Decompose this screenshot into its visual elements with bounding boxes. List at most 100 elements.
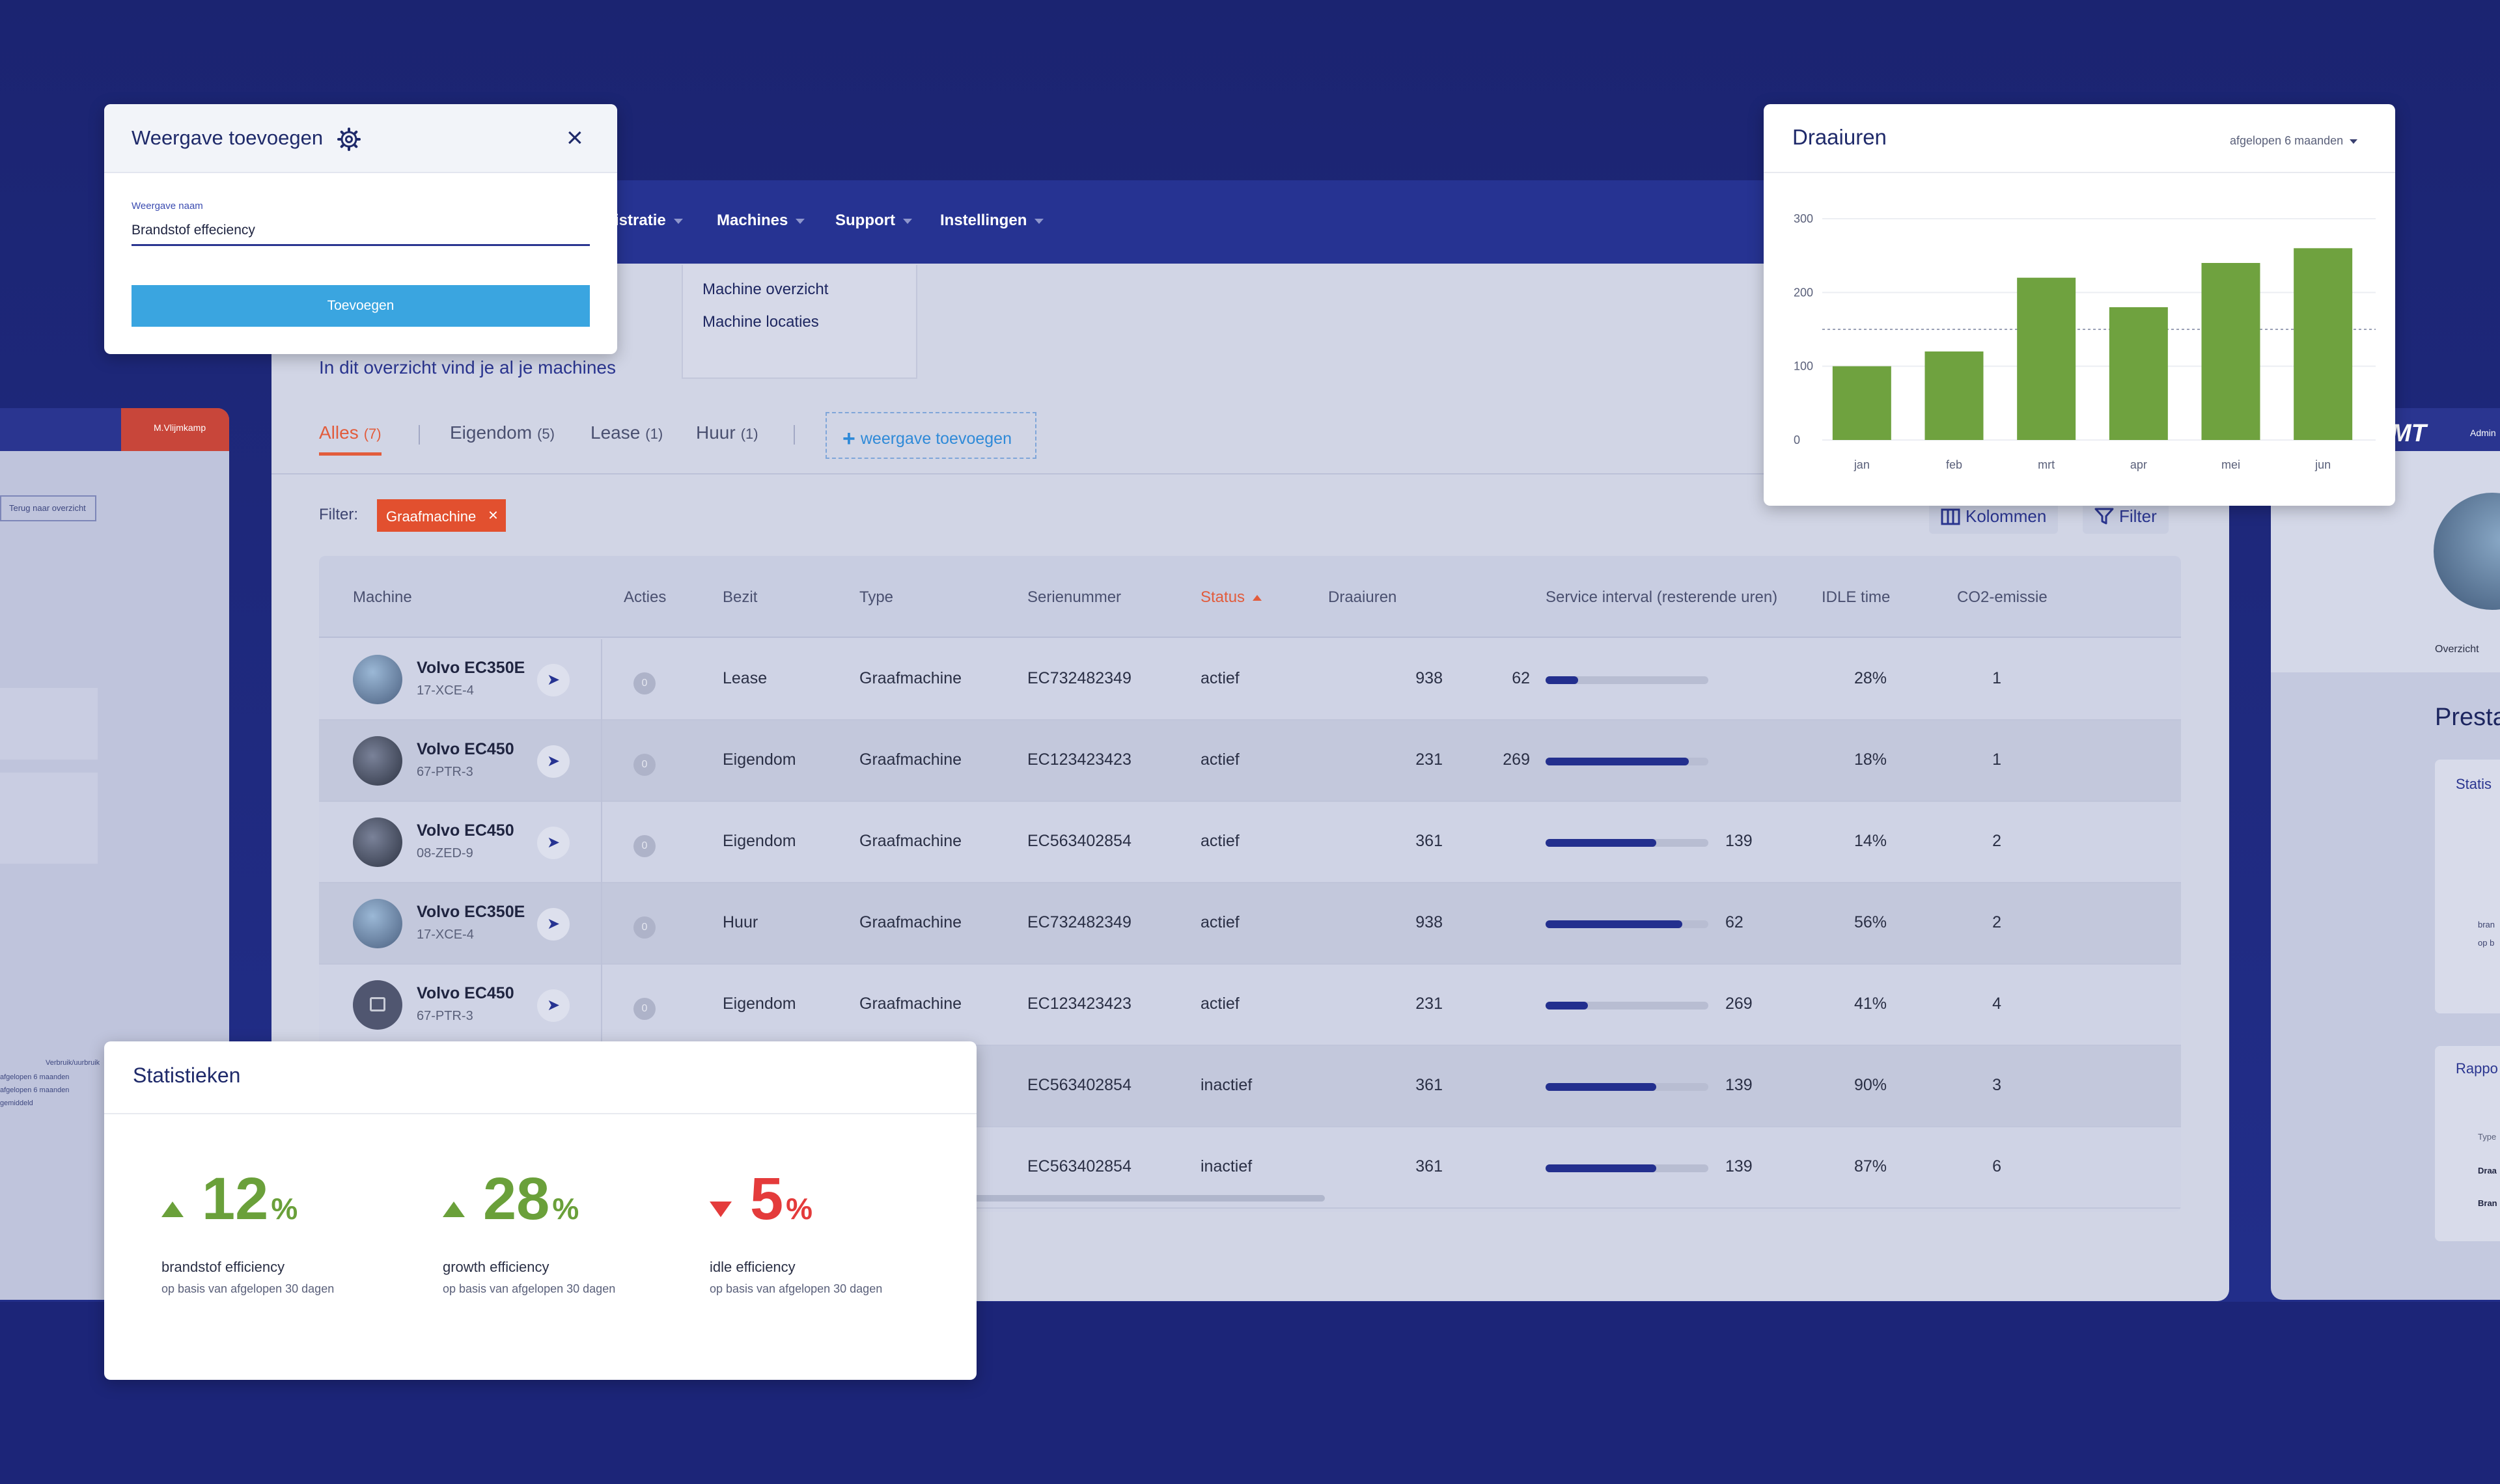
machine-id: 67-PTR-3 <box>417 1009 473 1023</box>
hours-cell: 361 <box>1415 1076 1443 1094</box>
actions-badge[interactable]: 0 <box>633 754 656 776</box>
ghost-card-text: op b <box>2478 938 2495 948</box>
table-row[interactable]: EC563402854 inactief 361 139 87% 6 <box>319 1127 2181 1209</box>
stat-value: 12 <box>202 1166 269 1232</box>
tab-eigendom[interactable]: Eigendom (5) <box>450 422 555 443</box>
actions-badge[interactable]: 0 <box>633 835 656 857</box>
table-header: Machine Acties Bezit Type Serienummer St… <box>319 556 2181 638</box>
machine-id: 17-XCE-4 <box>417 683 474 698</box>
tab-alles[interactable]: Alles (7) <box>319 422 382 456</box>
table-row[interactable]: Volvo EC450 67-PTR-3 ➤ 0 Eigendom Graafmachin… <box>319 721 2181 802</box>
close-icon[interactable]: × <box>566 122 583 154</box>
menu-item-machine-locaties[interactable]: Machine locaties <box>702 313 819 331</box>
view-name-input[interactable]: Brandstof effeciency <box>132 215 590 246</box>
type-cell: Graafmachine <box>859 995 962 1013</box>
column-header[interactable]: Draaiuren <box>1328 588 1397 606</box>
dialog-header <box>104 104 617 173</box>
table-row[interactable]: Volvo EC350E 17-XCE-4 ➤ 0 Huur Graafmachine EC… <box>319 883 2181 965</box>
service-interval-bar <box>1546 839 1708 847</box>
columns-icon <box>1941 508 1960 525</box>
machine-name[interactable]: Volvo EC350E <box>417 903 525 921</box>
navigation-arrow-icon[interactable]: ➤ <box>537 827 570 859</box>
tab-count: (7) <box>363 426 382 442</box>
menu-item-machine-overzicht[interactable]: Machine overzicht <box>702 281 829 298</box>
machine-thumbnail <box>353 655 402 704</box>
ownership-cell: Eigendom <box>723 995 796 1013</box>
machine-thumbnail <box>353 980 402 1030</box>
navigation-arrow-icon[interactable]: ➤ <box>537 745 570 778</box>
horizontal-scrollbar[interactable] <box>923 1195 1325 1202</box>
service-interval-value: 269 <box>1503 750 1530 769</box>
nav-item-instellingen[interactable]: Instellingen <box>940 212 1044 230</box>
ghost-stats-card <box>2435 760 2500 1013</box>
gear-icon[interactable] <box>336 126 362 152</box>
ghost-card-title: Rappo <box>2456 1060 2498 1077</box>
column-header[interactable]: Machine <box>353 588 412 606</box>
add-button[interactable]: Toevoegen <box>132 285 590 327</box>
navigation-arrow-icon[interactable]: ➤ <box>537 664 570 696</box>
add-view-button[interactable]: + weergave toevoegen <box>826 412 1036 459</box>
ghost-option: afgelopen 6 maanden <box>0 1086 70 1094</box>
actions-badge[interactable]: 0 <box>633 672 656 694</box>
ghost-admin: Admin <box>2470 428 2496 438</box>
machine-name[interactable]: Volvo EC350E <box>417 659 525 677</box>
stat-unit: % <box>271 1192 298 1226</box>
nav-item-machines[interactable]: Machines <box>717 212 805 230</box>
divider <box>1764 172 2395 173</box>
tab-huur[interactable]: Huur (1) <box>696 422 758 443</box>
type-cell: Graafmachine <box>859 750 962 769</box>
actions-badge[interactable]: 0 <box>633 916 656 939</box>
serial-cell: EC563402854 <box>1027 1157 1132 1175</box>
bar <box>2294 248 2353 440</box>
column-header[interactable]: Acties <box>624 588 667 606</box>
machine-name[interactable]: Volvo EC450 <box>417 740 514 758</box>
navigation-arrow-icon[interactable]: ➤ <box>537 989 570 1022</box>
divider <box>104 1113 977 1114</box>
stat-label: growth efficiency <box>443 1259 549 1275</box>
column-header[interactable]: Serienummer <box>1027 588 1122 606</box>
column-header-status[interactable]: Status <box>1201 588 1262 607</box>
ghost-back-button: Terug naar overzicht <box>0 495 96 521</box>
column-header[interactable]: IDLE time <box>1822 588 1891 606</box>
actions-badge[interactable]: 0 <box>633 998 656 1020</box>
x-tick-label: mei <box>2221 458 2240 471</box>
table-row[interactable]: Volvo EC450 67-PTR-3 ➤ 0 Eigendom Graafmachin… <box>319 965 2181 1046</box>
x-tick-label: apr <box>2130 458 2147 471</box>
column-header[interactable]: Type <box>859 588 894 606</box>
period-select[interactable]: afgelopen 6 maanden <box>2230 134 2358 148</box>
column-divider <box>601 802 602 883</box>
column-header[interactable]: Service interval (resterende uren) <box>1546 588 1778 606</box>
ghost-user: M.Vlijmkamp <box>121 408 229 451</box>
y-tick-label: 100 <box>1794 360 1813 373</box>
machine-id: 67-PTR-3 <box>417 765 473 779</box>
ghost-topbar: M.Vlijmkamp <box>0 408 229 451</box>
tab-lease[interactable]: Lease (1) <box>590 422 663 443</box>
stat-unit: % <box>786 1192 813 1226</box>
x-tick-label: feb <box>1946 458 1962 471</box>
column-header[interactable]: CO2-emissie <box>1957 588 2048 606</box>
machine-name[interactable]: Volvo EC450 <box>417 984 514 1002</box>
nav-item-support[interactable]: Support <box>835 212 912 230</box>
nav-item-administratie[interactable]: istratie <box>615 212 683 230</box>
table-row[interactable]: Volvo EC350E 17-XCE-4 ➤ 0 Lease Graafmachine E… <box>319 639 2181 721</box>
plus-icon: + <box>842 426 855 451</box>
filter-chip-label: Graafmachine <box>386 508 477 525</box>
stat-label: brandstof efficiency <box>161 1259 285 1275</box>
table-row[interactable]: Volvo EC450 08-ZED-9 ➤ 0 Eigendom Graafmachin… <box>319 802 2181 883</box>
card-title: Statistieken <box>133 1064 241 1087</box>
ghost-section <box>0 773 98 864</box>
filter-chip[interactable]: Graafmachine × <box>377 499 506 532</box>
navigation-arrow-icon[interactable]: ➤ <box>537 908 570 941</box>
machine-name[interactable]: Volvo EC450 <box>417 821 514 840</box>
column-header[interactable]: Bezit <box>723 588 758 606</box>
service-interval-fill <box>1546 1002 1588 1010</box>
bar <box>2201 263 2260 440</box>
close-icon[interactable]: × <box>488 505 498 525</box>
column-header-label: Status <box>1201 588 1245 606</box>
idle-time-cell: 87% <box>1854 1157 1887 1175</box>
machines-dropdown-menu: Machine overzicht Machine locaties <box>682 265 917 379</box>
serial-cell: EC123423423 <box>1027 995 1132 1013</box>
ghost-overview-link: Overzicht <box>2435 644 2479 655</box>
hours-cell: 361 <box>1415 1157 1443 1175</box>
chevron-down-icon <box>2350 139 2358 144</box>
